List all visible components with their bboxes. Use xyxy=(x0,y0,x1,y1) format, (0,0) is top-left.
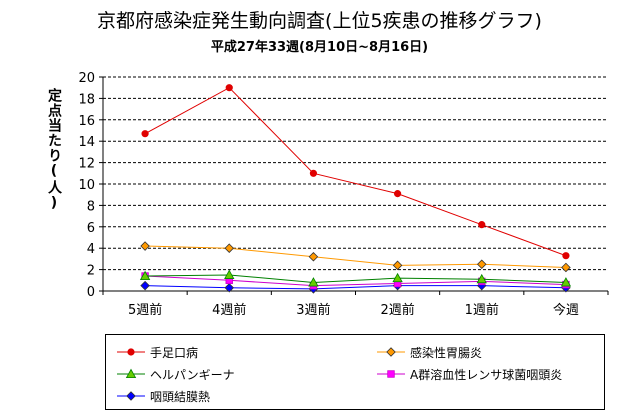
x-tick-label: 1週前 xyxy=(465,302,499,318)
x-tick-label: 2週前 xyxy=(380,302,414,318)
y-tick-label: 2 xyxy=(87,264,95,279)
legend-marker xyxy=(387,370,395,378)
data-point xyxy=(308,277,319,287)
chart-subtitle: 平成27年33週(8月10日~8月16日) xyxy=(210,40,429,55)
data-point xyxy=(392,260,403,271)
legend-marker xyxy=(127,348,135,356)
legend-label: 感染性胃腸炎 xyxy=(410,345,483,360)
legend-item: ヘルパンギーナ xyxy=(116,365,235,383)
y-tick-label: 8 xyxy=(87,199,95,214)
y-tick-label: 10 xyxy=(78,178,95,193)
data-point xyxy=(139,270,151,281)
legend-item: A群溶血性レンサ球菌咽頭炎 xyxy=(376,365,562,383)
y-tick-label: 18 xyxy=(78,92,95,107)
legend-swatch xyxy=(117,368,145,379)
data-point xyxy=(393,190,402,198)
series-line xyxy=(145,274,566,283)
data-point xyxy=(560,277,572,287)
data-point xyxy=(224,243,235,253)
chart-title: 京都府感染症発生動向調査(上位5疾患の推移グラフ) xyxy=(97,10,542,32)
legend-item: 感染性胃腸炎 xyxy=(376,343,482,361)
data-point xyxy=(225,84,233,92)
line-chart: 0 2 4 6 8 10 12 14 16 18 20 5週前 4週前 3週前 2週前 1週前 今週 xyxy=(78,71,609,318)
legend-swatch xyxy=(117,391,145,401)
legend-label: 咽頭結膜熱 xyxy=(150,389,211,404)
legend-label: 手足口病 xyxy=(150,345,199,360)
legend-swatch xyxy=(377,347,405,357)
data-point xyxy=(561,262,571,273)
data-point xyxy=(478,221,486,229)
data-point xyxy=(224,283,235,293)
x-tick-label: 3週前 xyxy=(296,302,330,318)
data-point xyxy=(308,251,319,262)
series-line xyxy=(145,245,566,268)
x-tick-label: 5週前 xyxy=(128,302,162,318)
data-point xyxy=(392,272,403,283)
data-point xyxy=(140,280,150,291)
data-point xyxy=(476,259,487,270)
data-point xyxy=(141,130,149,138)
data-point xyxy=(562,252,570,260)
series-line xyxy=(144,87,567,257)
y-tick-label: 6 xyxy=(87,221,95,236)
x-tick-label: 4週前 xyxy=(212,302,246,318)
data-point xyxy=(224,269,235,279)
data-point xyxy=(476,273,487,284)
data-point xyxy=(140,241,150,251)
legend-item: 咽頭結膜熱 xyxy=(116,387,210,405)
y-tick-label: 4 xyxy=(87,242,95,257)
y-axis-label: 定点当たり(人) xyxy=(46,88,62,212)
y-tick-label: 14 xyxy=(78,135,95,150)
legend-marker xyxy=(125,368,137,379)
series-line xyxy=(145,285,566,290)
legend-label: A群溶血性レンサ球菌咽頭炎 xyxy=(410,367,563,382)
y-tick-label: 0 xyxy=(87,285,95,300)
data-point xyxy=(309,169,318,177)
legend-label: ヘルパンギーナ xyxy=(150,367,235,382)
legend-swatch xyxy=(377,370,405,378)
y-tick-label: 12 xyxy=(78,157,95,172)
legend-item: 手足口病 xyxy=(116,343,198,361)
y-tick-label: 20 xyxy=(78,71,95,86)
legend: 手足口病 感染性胃腸炎ヘルパンギーナ A群溶血性レンサ球菌咽頭炎咽頭結膜熱 xyxy=(105,334,605,410)
series-line xyxy=(145,275,566,287)
legend-marker xyxy=(126,391,136,401)
legend-swatch xyxy=(117,348,145,356)
x-tick-label: 今週 xyxy=(553,302,579,318)
legend-marker xyxy=(386,347,396,357)
y-tick-label: 16 xyxy=(78,114,95,129)
